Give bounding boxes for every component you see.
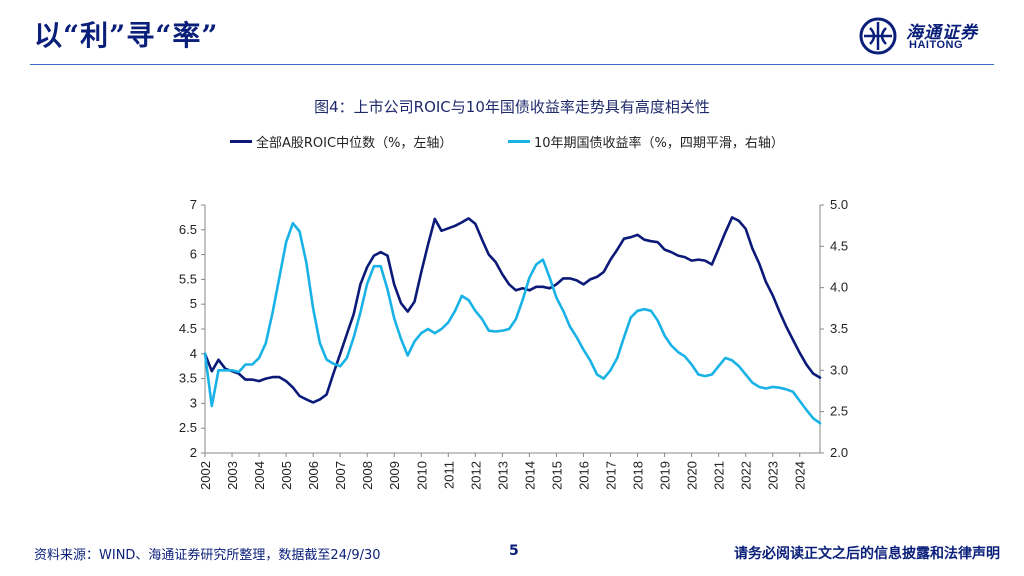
x-tick-label: 2011 xyxy=(441,461,456,489)
y-left-tick-label: 2.5 xyxy=(179,420,197,435)
haitong-logo-icon xyxy=(859,17,897,55)
x-tick-label: 2007 xyxy=(333,461,348,490)
y-left-tick-label: 7 xyxy=(190,197,197,212)
y-left-tick-label: 3.5 xyxy=(179,371,197,386)
x-tick-label: 2016 xyxy=(576,461,591,490)
x-tick-label: 2005 xyxy=(279,461,294,490)
y-right-tick-label: 2.0 xyxy=(830,445,848,460)
legend-swatch-roic xyxy=(230,139,252,143)
y-left-tick-label: 2 xyxy=(190,445,197,460)
x-tick-label: 2018 xyxy=(631,461,646,490)
legend-label-roic: 全部A股ROIC中位数（%，左轴） xyxy=(256,135,453,151)
roic-series-line xyxy=(203,216,822,404)
x-tick-label: 2023 xyxy=(766,461,781,490)
x-tick-label: 2017 xyxy=(603,461,618,490)
logo-text-en: HAITONG xyxy=(909,39,964,51)
x-tick-label: 2008 xyxy=(360,461,375,490)
x-tick-label: 2004 xyxy=(252,461,267,490)
x-tick-label: 2021 xyxy=(712,461,727,490)
y-right-tick-label: 4.5 xyxy=(830,238,848,253)
y-left-tick-label: 3 xyxy=(190,395,197,410)
page-title: 以“利”寻“率” xyxy=(34,19,219,52)
y-left-tick-label: 5 xyxy=(190,296,197,311)
y-left-tick-label: 4.5 xyxy=(179,321,197,336)
chart-legend: 全部A股ROIC中位数（%，左轴） 10年期国债收益率（%，四期平滑，右轴） xyxy=(0,131,1024,151)
x-tick-label: 2019 xyxy=(658,461,673,490)
logo-text-cn: 海通证券 xyxy=(906,23,978,43)
x-tick-label: 2024 xyxy=(793,461,808,490)
page-number: 5 xyxy=(509,543,519,559)
x-tick-label: 2006 xyxy=(306,461,321,490)
x-tick-label: 2010 xyxy=(414,461,429,490)
x-tick-label: 2013 xyxy=(495,461,510,490)
x-tick-label: 2014 xyxy=(522,461,537,490)
x-tick-label: 2020 xyxy=(685,461,700,490)
y-right-tick-label: 5.0 xyxy=(830,197,848,212)
source-note: 资料来源：WIND、海通证券研究所整理，数据截至24/9/30 xyxy=(34,548,381,563)
haitong-logo: 海通证券 HAITONG xyxy=(858,14,998,58)
x-tick-label: 2009 xyxy=(387,461,402,490)
legend-label-bond: 10年期国债收益率（%，四期平滑，右轴） xyxy=(534,135,784,151)
chart-title: 图4：上市公司ROIC与10年国债收益率走势具有高度相关性 xyxy=(314,98,710,116)
y-right-tick-label: 3.5 xyxy=(830,321,848,336)
y-left-tick-label: 6.5 xyxy=(179,222,197,237)
x-tick-label: 2003 xyxy=(225,461,240,490)
y-right-tick-label: 4.0 xyxy=(830,280,848,295)
x-tick-label: 2015 xyxy=(549,461,564,490)
legend-swatch-bond xyxy=(508,139,530,143)
y-left-tick-label: 4 xyxy=(190,346,197,361)
y-right-tick-label: 3.0 xyxy=(830,362,848,377)
y-right-tick-label: 2.5 xyxy=(830,404,848,419)
legal-disclaimer: 请务必阅读正文之后的信息披露和法律声明 xyxy=(734,546,1000,562)
x-tick-label: 2002 xyxy=(198,461,213,490)
bond-yield-series-line xyxy=(203,221,822,425)
y-left-tick-label: 5.5 xyxy=(179,271,197,286)
x-tick-label: 2022 xyxy=(739,461,754,490)
header-divider xyxy=(30,64,994,65)
y-left-tick-label: 6 xyxy=(190,247,197,262)
x-tick-label: 2012 xyxy=(468,461,483,490)
legend-item-roic: 全部A股ROIC中位数（%，左轴） xyxy=(230,131,452,151)
legend-item-bond: 10年期国债收益率（%，四期平滑，右轴） xyxy=(508,131,784,151)
